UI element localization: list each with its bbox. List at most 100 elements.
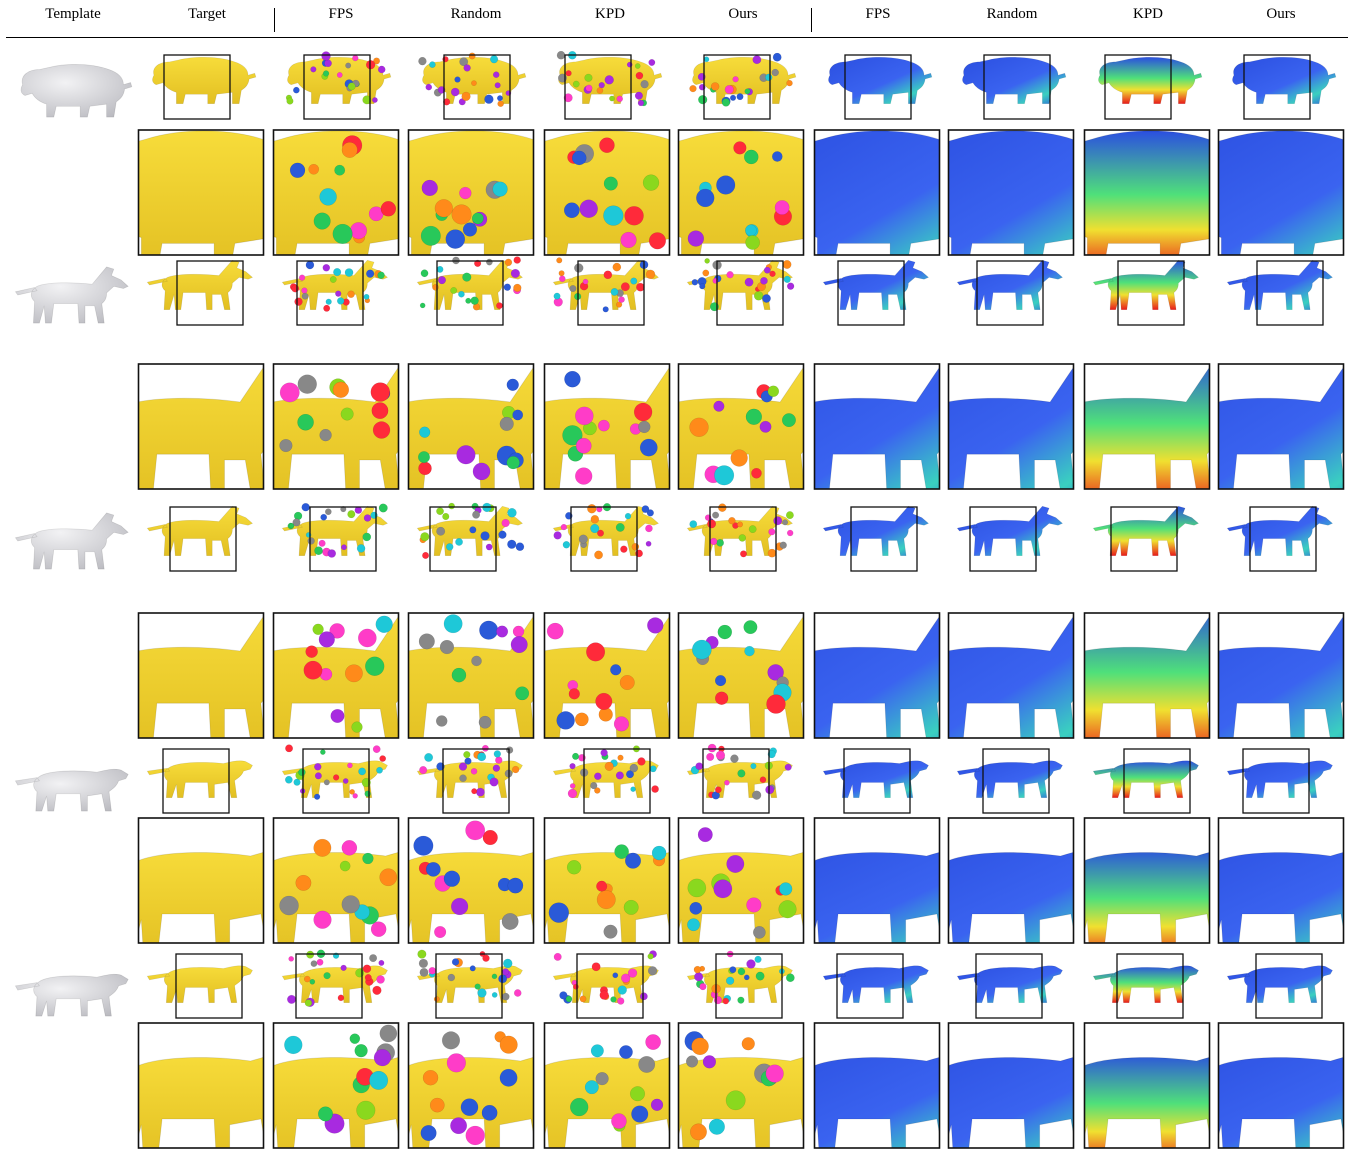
keypoint-marker bbox=[352, 54, 359, 62]
zoom-region-box bbox=[435, 953, 503, 1019]
keypoint-marker bbox=[687, 878, 707, 898]
keypoint-marker bbox=[313, 793, 321, 800]
keypoint-marker bbox=[706, 752, 715, 761]
keypoint-marker bbox=[746, 897, 762, 913]
keypoint-marker bbox=[436, 265, 444, 273]
zoom-region-box bbox=[1256, 260, 1324, 326]
keypoint-marker bbox=[737, 996, 745, 1004]
keypoint-marker bbox=[748, 525, 757, 534]
zoom-cell bbox=[1084, 366, 1210, 489]
keypoint-marker bbox=[436, 507, 444, 516]
target-mesh bbox=[146, 965, 253, 1004]
keypoint-marker bbox=[293, 778, 301, 786]
zoom-frame bbox=[407, 817, 535, 944]
keypoint-marker bbox=[507, 508, 517, 518]
keypoint-marker bbox=[419, 426, 431, 438]
keypoint-marker bbox=[417, 451, 430, 464]
keypoint-marker bbox=[689, 901, 703, 915]
keypoint-marker bbox=[376, 975, 385, 984]
keypoint-marker bbox=[377, 65, 386, 74]
keypoint-marker bbox=[342, 778, 349, 784]
keypoint-marker bbox=[309, 978, 316, 985]
keypoint-marker bbox=[322, 70, 330, 77]
zoomed-heatmap bbox=[1084, 1056, 1210, 1148]
keypoint-marker bbox=[356, 1100, 376, 1120]
zoom-cell bbox=[948, 1056, 1074, 1148]
zoomed-heatmap bbox=[948, 366, 1074, 489]
keypoint-marker bbox=[372, 985, 382, 995]
zoom-cell bbox=[138, 1056, 264, 1148]
keypoint-marker bbox=[603, 205, 624, 226]
zoom-cell bbox=[678, 615, 804, 738]
keypoint-marker bbox=[651, 845, 667, 861]
keypoint-marker bbox=[782, 260, 792, 269]
keypoint-marker bbox=[689, 1123, 707, 1141]
zoom-frame bbox=[407, 363, 535, 490]
keypoint-marker bbox=[420, 532, 430, 542]
error-heatmap bbox=[1092, 760, 1199, 799]
keypoint-marker bbox=[417, 949, 427, 959]
target-mesh bbox=[692, 57, 797, 105]
keypoint-marker bbox=[650, 1098, 664, 1112]
keypoint-marker bbox=[499, 1068, 518, 1087]
zoom-region-box bbox=[850, 506, 918, 572]
keypoint-marker bbox=[364, 974, 372, 982]
keypoint-marker bbox=[778, 900, 797, 919]
keypoint-marker bbox=[320, 749, 326, 755]
keypoint-marker bbox=[647, 966, 658, 976]
zoom-cell bbox=[273, 838, 399, 943]
keypoint-marker bbox=[378, 503, 388, 513]
keypoint-marker bbox=[351, 721, 363, 733]
keypoint-marker bbox=[478, 715, 492, 729]
keypoint-marker bbox=[590, 523, 600, 534]
keypoint-marker bbox=[371, 402, 389, 420]
header-template: Template bbox=[45, 6, 101, 22]
zoom-cell bbox=[273, 366, 399, 489]
template-mesh bbox=[14, 266, 129, 324]
keypoint-marker bbox=[615, 771, 624, 780]
target-mesh bbox=[686, 505, 794, 557]
zoom-frame bbox=[813, 1022, 941, 1149]
keypoint-marker bbox=[617, 997, 625, 1005]
keypoint-marker bbox=[418, 633, 435, 650]
keypoint-marker bbox=[332, 774, 340, 781]
keypoint-marker bbox=[691, 278, 699, 286]
keypoint-marker bbox=[718, 503, 727, 512]
keypoint-marker bbox=[425, 861, 441, 877]
keypoint-marker bbox=[418, 958, 429, 969]
keypoint-marker bbox=[639, 992, 648, 1001]
keypoint-marker bbox=[297, 413, 314, 431]
keypoint-marker bbox=[645, 524, 653, 533]
zoom-cell bbox=[138, 615, 264, 738]
zoomed-heatmap bbox=[1084, 615, 1210, 738]
keypoint-marker bbox=[442, 512, 450, 521]
keypoint-marker bbox=[569, 285, 577, 293]
zoom-cell bbox=[814, 366, 940, 489]
keypoint-marker bbox=[732, 76, 739, 83]
zoom-cell bbox=[1084, 130, 1210, 255]
keypoint-marker bbox=[599, 990, 609, 1000]
zoom-frame bbox=[813, 817, 941, 944]
keypoint-marker bbox=[699, 982, 707, 991]
keypoint-marker bbox=[590, 781, 598, 790]
keypoint-marker bbox=[313, 910, 332, 929]
zoom-cell bbox=[948, 851, 1074, 943]
keypoint-marker bbox=[336, 72, 343, 78]
keypoint-marker bbox=[728, 516, 736, 525]
keypoint-marker bbox=[372, 421, 391, 439]
zoomed-heatmap bbox=[948, 1056, 1074, 1148]
keypoint-marker bbox=[724, 84, 734, 95]
keypoint-marker bbox=[380, 201, 397, 217]
keypoint-marker bbox=[637, 99, 645, 107]
zoom-region-box bbox=[309, 506, 377, 572]
keypoint-marker bbox=[362, 852, 374, 865]
header-left-kpd: KPD bbox=[594, 6, 626, 22]
zoom-cell bbox=[1218, 130, 1344, 255]
zoomed-mesh bbox=[138, 130, 264, 255]
keypoint-marker bbox=[785, 973, 795, 983]
keypoint-marker bbox=[772, 52, 782, 62]
keypoint-marker bbox=[279, 895, 299, 916]
keypoint-marker bbox=[349, 789, 355, 795]
zoomed-mesh bbox=[273, 366, 399, 489]
keypoint-marker bbox=[477, 988, 487, 998]
